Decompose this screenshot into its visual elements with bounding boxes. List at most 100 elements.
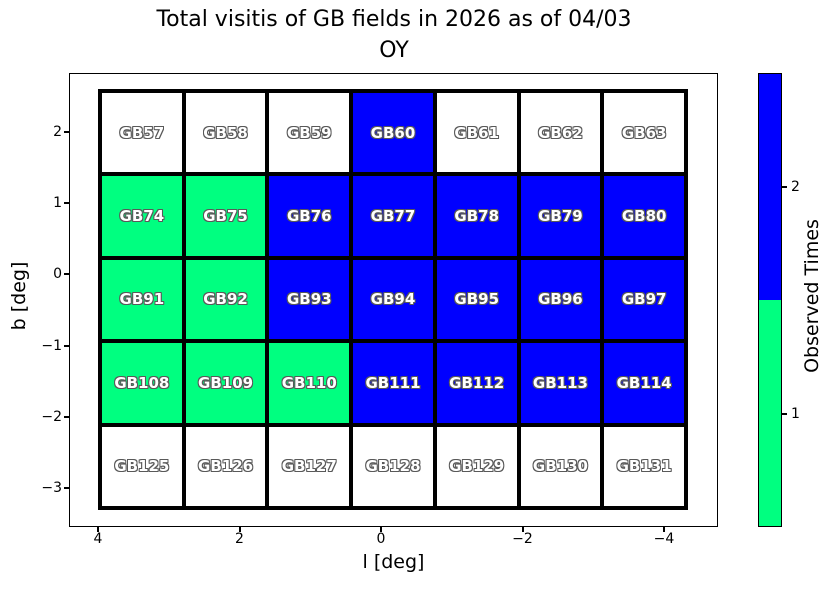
field-label: GB59 bbox=[286, 123, 332, 142]
field-label: GB127 bbox=[281, 457, 337, 476]
field-label: GB57 bbox=[119, 123, 165, 142]
y-tick-label: −3 bbox=[41, 480, 62, 496]
y-tick-label: −2 bbox=[41, 408, 62, 425]
field-label: GB130 bbox=[532, 457, 588, 476]
field-cell-gb109: GB109 bbox=[185, 343, 266, 423]
field-cell-gb76: GB76 bbox=[269, 176, 350, 256]
field-label: GB91 bbox=[119, 290, 165, 309]
x-tick-mark bbox=[521, 527, 524, 532]
field-label: GB78 bbox=[454, 207, 500, 226]
y-tick-mark bbox=[64, 344, 69, 347]
field-label: GB131 bbox=[616, 457, 672, 476]
field-cell-gb59: GB59 bbox=[269, 93, 350, 173]
field-label: GB92 bbox=[203, 290, 248, 309]
field-cell-gb92: GB92 bbox=[185, 259, 266, 340]
field-label: GB58 bbox=[203, 123, 248, 142]
x-tick-mark bbox=[663, 527, 665, 532]
field-label: GB97 bbox=[621, 290, 667, 309]
field-cell-gb96: GB96 bbox=[520, 259, 601, 340]
field-cell-gb126: GB126 bbox=[185, 426, 266, 506]
colorbar bbox=[758, 73, 782, 527]
field-cell-gb93: GB93 bbox=[269, 259, 350, 340]
y-tick-mark bbox=[64, 487, 69, 489]
x-axis-label: l [deg] bbox=[362, 551, 425, 573]
field-cell-gb94: GB94 bbox=[353, 259, 433, 340]
field-label: GB110 bbox=[281, 373, 337, 392]
field-label: GB114 bbox=[616, 373, 672, 392]
field-label: GB61 bbox=[454, 123, 500, 142]
field-cell-gb131: GB131 bbox=[604, 426, 684, 506]
field-cell-gb110: GB110 bbox=[269, 343, 350, 423]
field-label: GB96 bbox=[538, 290, 583, 309]
chart-title: Total visitis of GB fields in 2026 as of… bbox=[70, 4, 718, 66]
x-tick-label: 4 bbox=[93, 531, 103, 547]
x-tick-label: 2 bbox=[235, 531, 244, 547]
colorbar-tick-mark bbox=[782, 412, 787, 415]
field-cell-gb129: GB129 bbox=[436, 426, 517, 506]
field-label: GB63 bbox=[621, 123, 667, 142]
field-label: GB80 bbox=[621, 207, 667, 226]
field-cell-gb63: GB63 bbox=[604, 93, 684, 173]
field-cell-gb61: GB61 bbox=[436, 93, 517, 173]
field-label: GB95 bbox=[454, 290, 500, 309]
field-cell-gb113: GB113 bbox=[520, 343, 601, 423]
field-cell-gb112: GB112 bbox=[436, 343, 517, 423]
x-tick-label: −4 bbox=[653, 531, 675, 547]
field-cell-gb78: GB78 bbox=[436, 176, 517, 256]
x-tick-label: 0 bbox=[376, 531, 386, 547]
colorbar-segment-1 bbox=[759, 300, 781, 526]
x-tick-mark bbox=[97, 527, 99, 532]
field-cell-gb128: GB128 bbox=[353, 426, 433, 506]
field-label: GB112 bbox=[449, 373, 505, 392]
field-label: GB75 bbox=[203, 207, 248, 226]
x-tick-mark bbox=[238, 527, 241, 532]
field-cell-gb97: GB97 bbox=[604, 259, 684, 340]
y-tick-label: −1 bbox=[41, 337, 62, 354]
field-label: GB126 bbox=[198, 457, 254, 476]
field-cell-gb130: GB130 bbox=[520, 426, 601, 506]
field-cell-gb79: GB79 bbox=[520, 176, 601, 256]
field-label: GB93 bbox=[286, 290, 332, 309]
y-tick-mark bbox=[64, 202, 69, 205]
field-label: GB79 bbox=[538, 207, 583, 226]
field-label: GB111 bbox=[365, 373, 421, 392]
field-label: GB62 bbox=[538, 123, 583, 142]
field-cell-gb60: GB60 bbox=[353, 93, 433, 173]
field-cell-gb77: GB77 bbox=[353, 176, 433, 256]
field-cell-gb108: GB108 bbox=[102, 343, 182, 423]
field-cell-gb80: GB80 bbox=[604, 176, 684, 256]
field-label: GB74 bbox=[119, 207, 165, 226]
field-cell-gb58: GB58 bbox=[185, 93, 266, 173]
colorbar-tick-label: 2 bbox=[791, 178, 800, 195]
y-tick-label: 1 bbox=[53, 195, 62, 212]
colorbar-tick-mark bbox=[782, 185, 787, 188]
field-cell-gb62: GB62 bbox=[520, 93, 601, 173]
y-tick-mark bbox=[64, 273, 69, 276]
field-cell-gb125: GB125 bbox=[102, 426, 182, 506]
field-label: GB129 bbox=[449, 457, 505, 476]
field-label: GB76 bbox=[286, 207, 332, 226]
colorbar-segment-2 bbox=[759, 74, 781, 300]
field-label: GB128 bbox=[365, 457, 421, 476]
chart-title-line1: Total visitis of GB fields in 2026 as of… bbox=[156, 7, 632, 32]
field-cell-gb74: GB74 bbox=[102, 176, 182, 256]
field-grid: GB57 GB58 GB59 GB60 GB61 GB62 GB63 GB74 GB75 GB76… bbox=[98, 89, 688, 510]
field-label: GB108 bbox=[114, 373, 170, 392]
field-label: GB113 bbox=[532, 373, 588, 392]
field-cell-gb75: GB75 bbox=[185, 176, 266, 256]
y-tick-mark bbox=[64, 131, 69, 133]
field-label: GB77 bbox=[370, 207, 416, 226]
y-axis-label: b [deg] bbox=[8, 261, 30, 331]
field-label: GB125 bbox=[114, 457, 170, 476]
chart-title-line2: OY bbox=[379, 38, 409, 63]
field-cell-gb114: GB114 bbox=[604, 343, 684, 423]
y-tick-label: 2 bbox=[53, 124, 62, 140]
field-cell-gb95: GB95 bbox=[436, 259, 517, 340]
field-cell-gb57: GB57 bbox=[102, 93, 182, 173]
y-tick-label: 0 bbox=[53, 266, 62, 283]
field-label: GB109 bbox=[198, 373, 254, 392]
y-tick-mark bbox=[64, 415, 69, 418]
field-cell-gb91: GB91 bbox=[102, 259, 182, 340]
field-label: GB94 bbox=[370, 290, 416, 309]
